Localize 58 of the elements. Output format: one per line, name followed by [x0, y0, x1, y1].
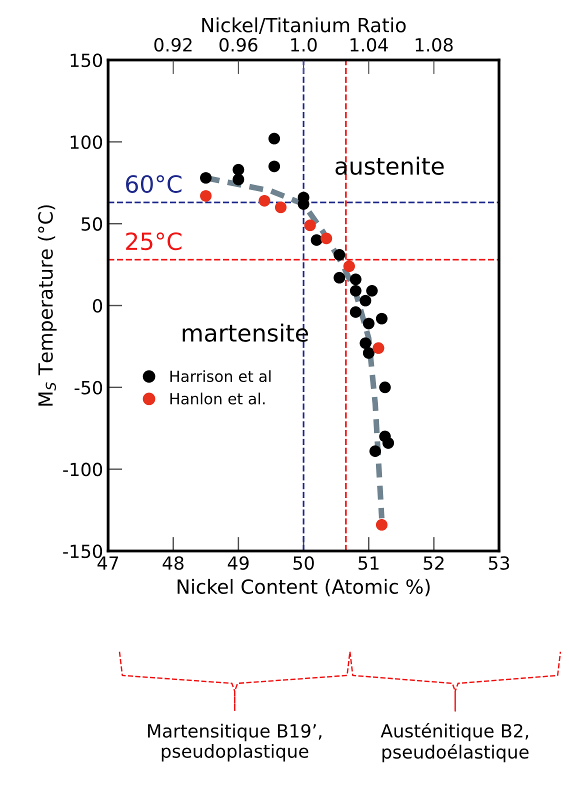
- point: [200, 190, 212, 202]
- x2-axis-title: Nickel/Titanium Ratio: [202, 17, 406, 34]
- x-tick-label: 47: [98, 556, 118, 570]
- point: [360, 337, 372, 349]
- y-tick-label: 0: [92, 298, 102, 313]
- point: [376, 519, 388, 531]
- x2-tick-label: 1.0: [291, 38, 317, 52]
- point: [350, 306, 362, 318]
- annotation: martensite: [182, 324, 308, 342]
- point: [372, 342, 384, 354]
- point: [334, 272, 346, 284]
- y-tick-label: -50: [74, 380, 102, 394]
- y-tick-label: 100: [70, 135, 102, 149]
- point: [350, 274, 362, 286]
- point: [320, 232, 332, 244]
- x2-tick-label: 0.92: [154, 38, 192, 52]
- point: [343, 260, 355, 272]
- point: [334, 248, 346, 261]
- point: [376, 312, 388, 324]
- point: [350, 284, 362, 297]
- legend-label: Harrison et al: [170, 370, 271, 382]
- point: [310, 234, 322, 246]
- point: [232, 164, 244, 176]
- point: [369, 445, 382, 457]
- y-tick-label: 150: [70, 54, 102, 68]
- x-tick-label: 49: [228, 556, 249, 570]
- ref-line-label: 25°C: [126, 232, 182, 250]
- y-tick-label: -150: [63, 544, 102, 558]
- legend-label: Hanlon et al.: [170, 392, 265, 404]
- y-axis-title: M$_{S}$ Temperature (°C): [38, 205, 57, 406]
- y-tick-label: 50: [82, 217, 102, 231]
- point: [274, 202, 287, 214]
- point: [362, 318, 375, 330]
- point: [362, 347, 375, 359]
- point: [232, 174, 244, 186]
- y-tick-label: -100: [63, 462, 102, 476]
- x-tick-label: 52: [424, 556, 444, 570]
- point: [268, 132, 280, 144]
- x2-tick-label: 0.96: [220, 38, 258, 52]
- x-axis-title: Nickel Content (Atomic %): [178, 578, 430, 596]
- x2-tick-label: 1.08: [416, 38, 453, 52]
- point: [366, 284, 378, 297]
- annotation: austenite: [336, 156, 444, 175]
- text: Martensitique B19’, pseudoplastique: [148, 724, 322, 762]
- point: [200, 172, 212, 184]
- x-tick-label: 51: [358, 556, 379, 570]
- point: [304, 220, 316, 232]
- point: [258, 194, 270, 207]
- x-tick-label: 50: [293, 556, 314, 570]
- point: [360, 294, 372, 306]
- text: Austénitique B2, pseudoélastique: [380, 722, 529, 762]
- ref-line-label: 60°C: [126, 175, 182, 193]
- point: [268, 160, 280, 172]
- point: [379, 382, 391, 394]
- x2-tick-label: 1.04: [350, 38, 388, 52]
- x-tick-label: 48: [162, 556, 184, 570]
- point: [382, 437, 394, 449]
- x-tick-label: 53: [488, 556, 510, 570]
